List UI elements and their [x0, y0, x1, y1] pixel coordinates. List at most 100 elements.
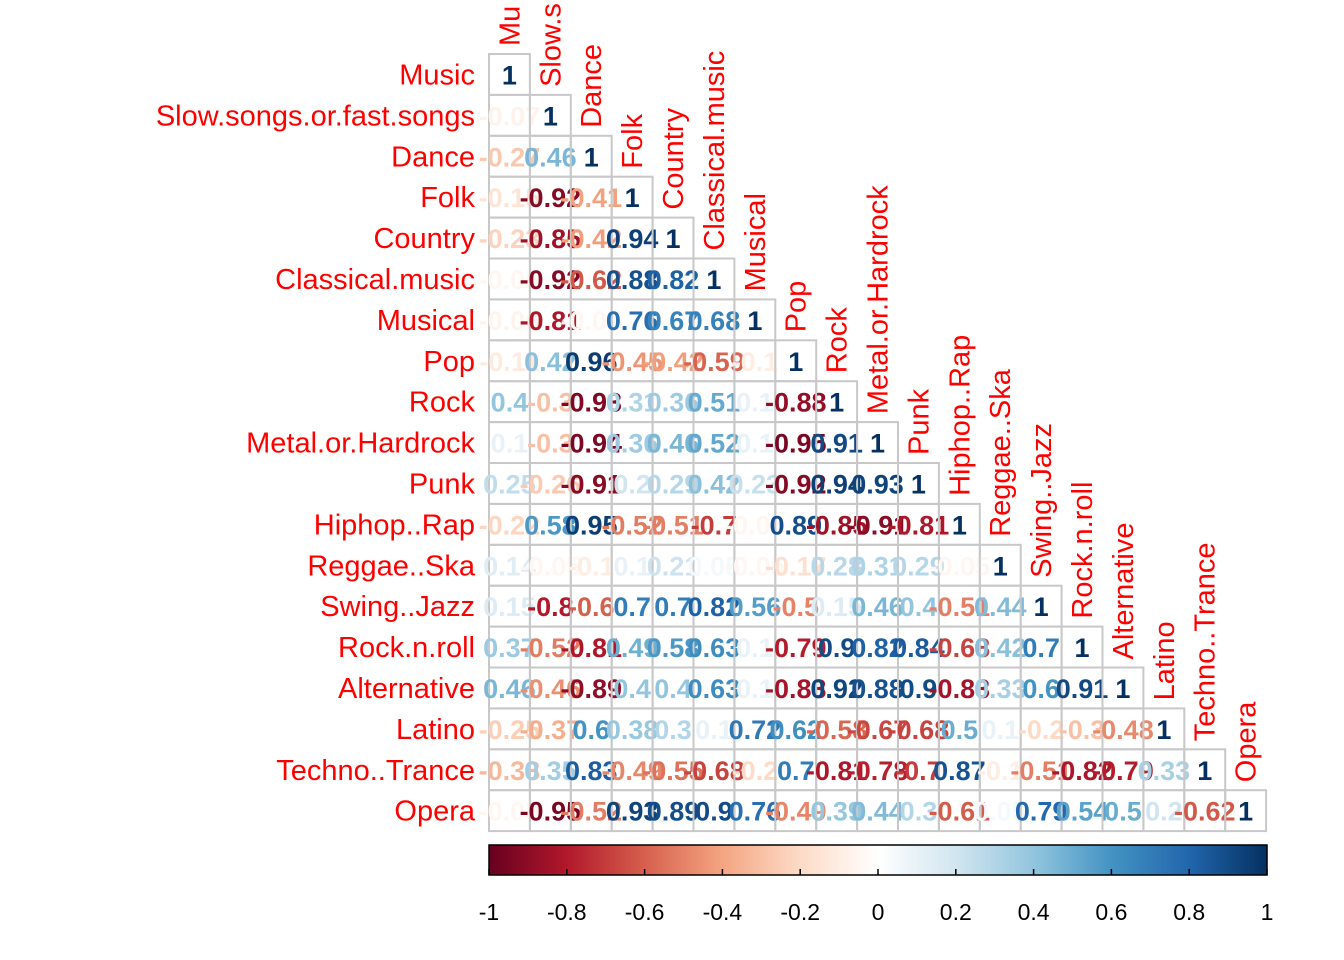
correlation-value: 1 [706, 265, 721, 295]
column-label: Rock.n.roll [1067, 482, 1099, 619]
colorbar-tick-label: 1 [1261, 899, 1274, 925]
correlation-value: 0.36 [606, 429, 659, 459]
correlation-value: 0.5 [1104, 797, 1142, 827]
row-label: Rock.n.roll [338, 632, 475, 664]
correlation-value: 0.7 [777, 756, 815, 786]
correlation-value: 0.1 [981, 715, 1019, 745]
correlation-value: 0.4 [900, 592, 938, 622]
column-label: Hiphop..Rap [944, 335, 976, 496]
correlation-value: 0.6 [1022, 674, 1060, 704]
correlation-value: 1 [1156, 715, 1171, 745]
correlation-value: 0.56 [729, 592, 782, 622]
correlation-value: 0.31 [851, 551, 904, 581]
correlation-value: 0.1 [736, 674, 774, 704]
column-label: Alternative [1108, 522, 1140, 659]
correlation-value: 0.37 [483, 633, 536, 663]
colorbar-tick-label: -0.4 [703, 899, 743, 925]
correlation-value: 0.82 [647, 265, 700, 295]
correlation-value: -0.05 [929, 551, 991, 581]
column-label: Reggae..Ska [985, 368, 1017, 537]
correlation-value: 0.14 [483, 551, 536, 581]
correlation-value: 0.38 [606, 715, 659, 745]
row-label: Classical.music [275, 264, 475, 296]
colorbar-tick-label: -1 [479, 899, 499, 925]
correlation-value: -0.3 [527, 429, 574, 459]
correlation-value: -0.1 [732, 347, 779, 377]
column-label: Folk [617, 113, 649, 168]
correlation-value: 0.35 [524, 756, 577, 786]
correlation-value: 0.4 [613, 674, 651, 704]
correlation-value: 0.28 [810, 551, 863, 581]
correlation-value: 0.2 [1145, 797, 1183, 827]
correlation-value: 0.3 [900, 797, 938, 827]
correlation-value: 0.89 [647, 797, 700, 827]
correlation-value: 1 [1075, 633, 1090, 663]
row-label: Reggae..Ska [307, 550, 476, 582]
correlation-value: -0.41 [560, 183, 622, 213]
correlation-value: 0.63 [688, 674, 741, 704]
row-label: Techno..Trance [276, 755, 475, 787]
correlation-value: 1 [666, 224, 681, 254]
correlation-value: 0.49 [606, 633, 659, 663]
correlation-value: 0.33 [974, 674, 1027, 704]
correlation-value: 0.87 [933, 756, 986, 786]
correlation-value: 0.31 [606, 388, 659, 418]
correlation-value: 0.83 [565, 756, 618, 786]
correlation-value: 0.42 [688, 469, 741, 499]
correlation-value: 1 [584, 142, 599, 172]
row-label: Swing..Jazz [320, 591, 475, 623]
correlation-value: 0.93 [851, 469, 904, 499]
correlation-value: 0.15 [483, 592, 536, 622]
correlation-value: 0.7 [654, 592, 692, 622]
correlation-value: 0.72 [729, 715, 782, 745]
colorbar-tick-label: 0.4 [1018, 899, 1050, 925]
row-label: Rock [409, 387, 476, 419]
correlation-value: -0.1 [568, 551, 615, 581]
row-label: Pop [423, 346, 475, 378]
row-labels: Music Slow.songs.or.fast.songs Dance Folk Co… [156, 59, 476, 827]
correlation-value: 0.9 [900, 674, 938, 704]
correlation-value: 1 [1197, 756, 1212, 786]
correlation-value: 0.91 [810, 429, 863, 459]
correlation-value: 0.76 [606, 306, 659, 336]
correlation-value: -0.1 [977, 756, 1024, 786]
correlation-value: 0.46 [483, 674, 536, 704]
correlation-value: -0.48 [1092, 715, 1154, 745]
correlation-value: 0.82 [851, 633, 904, 663]
correlation-value: 0.5 [941, 715, 979, 745]
matrix-cell [1224, 789, 1268, 833]
correlation-value: 0.58 [524, 510, 577, 540]
correlation-value: 1 [1115, 674, 1130, 704]
correlation-value: 0.94 [606, 224, 659, 254]
correlation-value: -0.2 [1018, 715, 1065, 745]
correlation-value: 1 [502, 60, 517, 90]
row-label: Hiphop..Rap [314, 509, 475, 541]
correlation-value: 0.4 [654, 674, 692, 704]
colorbar-tick-label: -0.2 [780, 899, 820, 925]
correlation-value: 0.29 [647, 469, 700, 499]
correlation-value: 1 [543, 101, 558, 131]
correlation-value: 0.33 [1138, 756, 1191, 786]
correlation-value: -0.07 [479, 101, 541, 131]
row-label: Opera [394, 796, 475, 828]
correlation-value: 0.46 [524, 142, 577, 172]
colorbar-tick-label: 0.8 [1173, 899, 1205, 925]
correlation-value: 0.3 [654, 715, 692, 745]
colorbar-tick-label: -0.8 [547, 899, 587, 925]
correlation-value: 1 [1034, 592, 1049, 622]
correlation-value: -0.6 [568, 592, 615, 622]
correlation-value: -0.3 [527, 388, 574, 418]
correlation-value: -0.62 [1174, 797, 1236, 827]
correlation-value: 0.93 [606, 797, 659, 827]
row-label: Country [373, 223, 475, 255]
row-label: Metal.or.Hardrock [246, 428, 475, 460]
correlation-value: 0.62 [769, 715, 822, 745]
colorbar-tick-label: 0.2 [940, 899, 972, 925]
correlation-value: 0.96 [565, 347, 618, 377]
correlation-value: 0.95 [565, 510, 618, 540]
colorbar-tick-label: -0.6 [625, 899, 665, 925]
correlation-value: 0.15 [810, 592, 863, 622]
column-label: Techno..Trance [1190, 542, 1222, 741]
correlation-value: 0.1 [736, 429, 774, 459]
